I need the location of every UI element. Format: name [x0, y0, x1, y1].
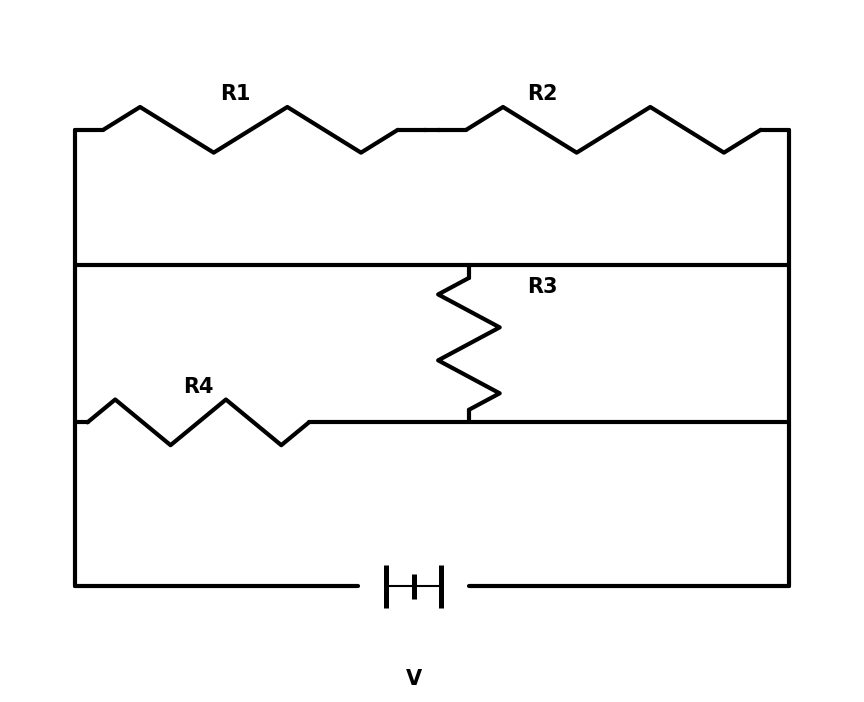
Text: R3: R3	[528, 277, 558, 297]
Text: R4: R4	[183, 377, 213, 397]
Text: R1: R1	[220, 84, 251, 104]
Text: V: V	[405, 669, 422, 689]
Text: R2: R2	[528, 84, 558, 104]
